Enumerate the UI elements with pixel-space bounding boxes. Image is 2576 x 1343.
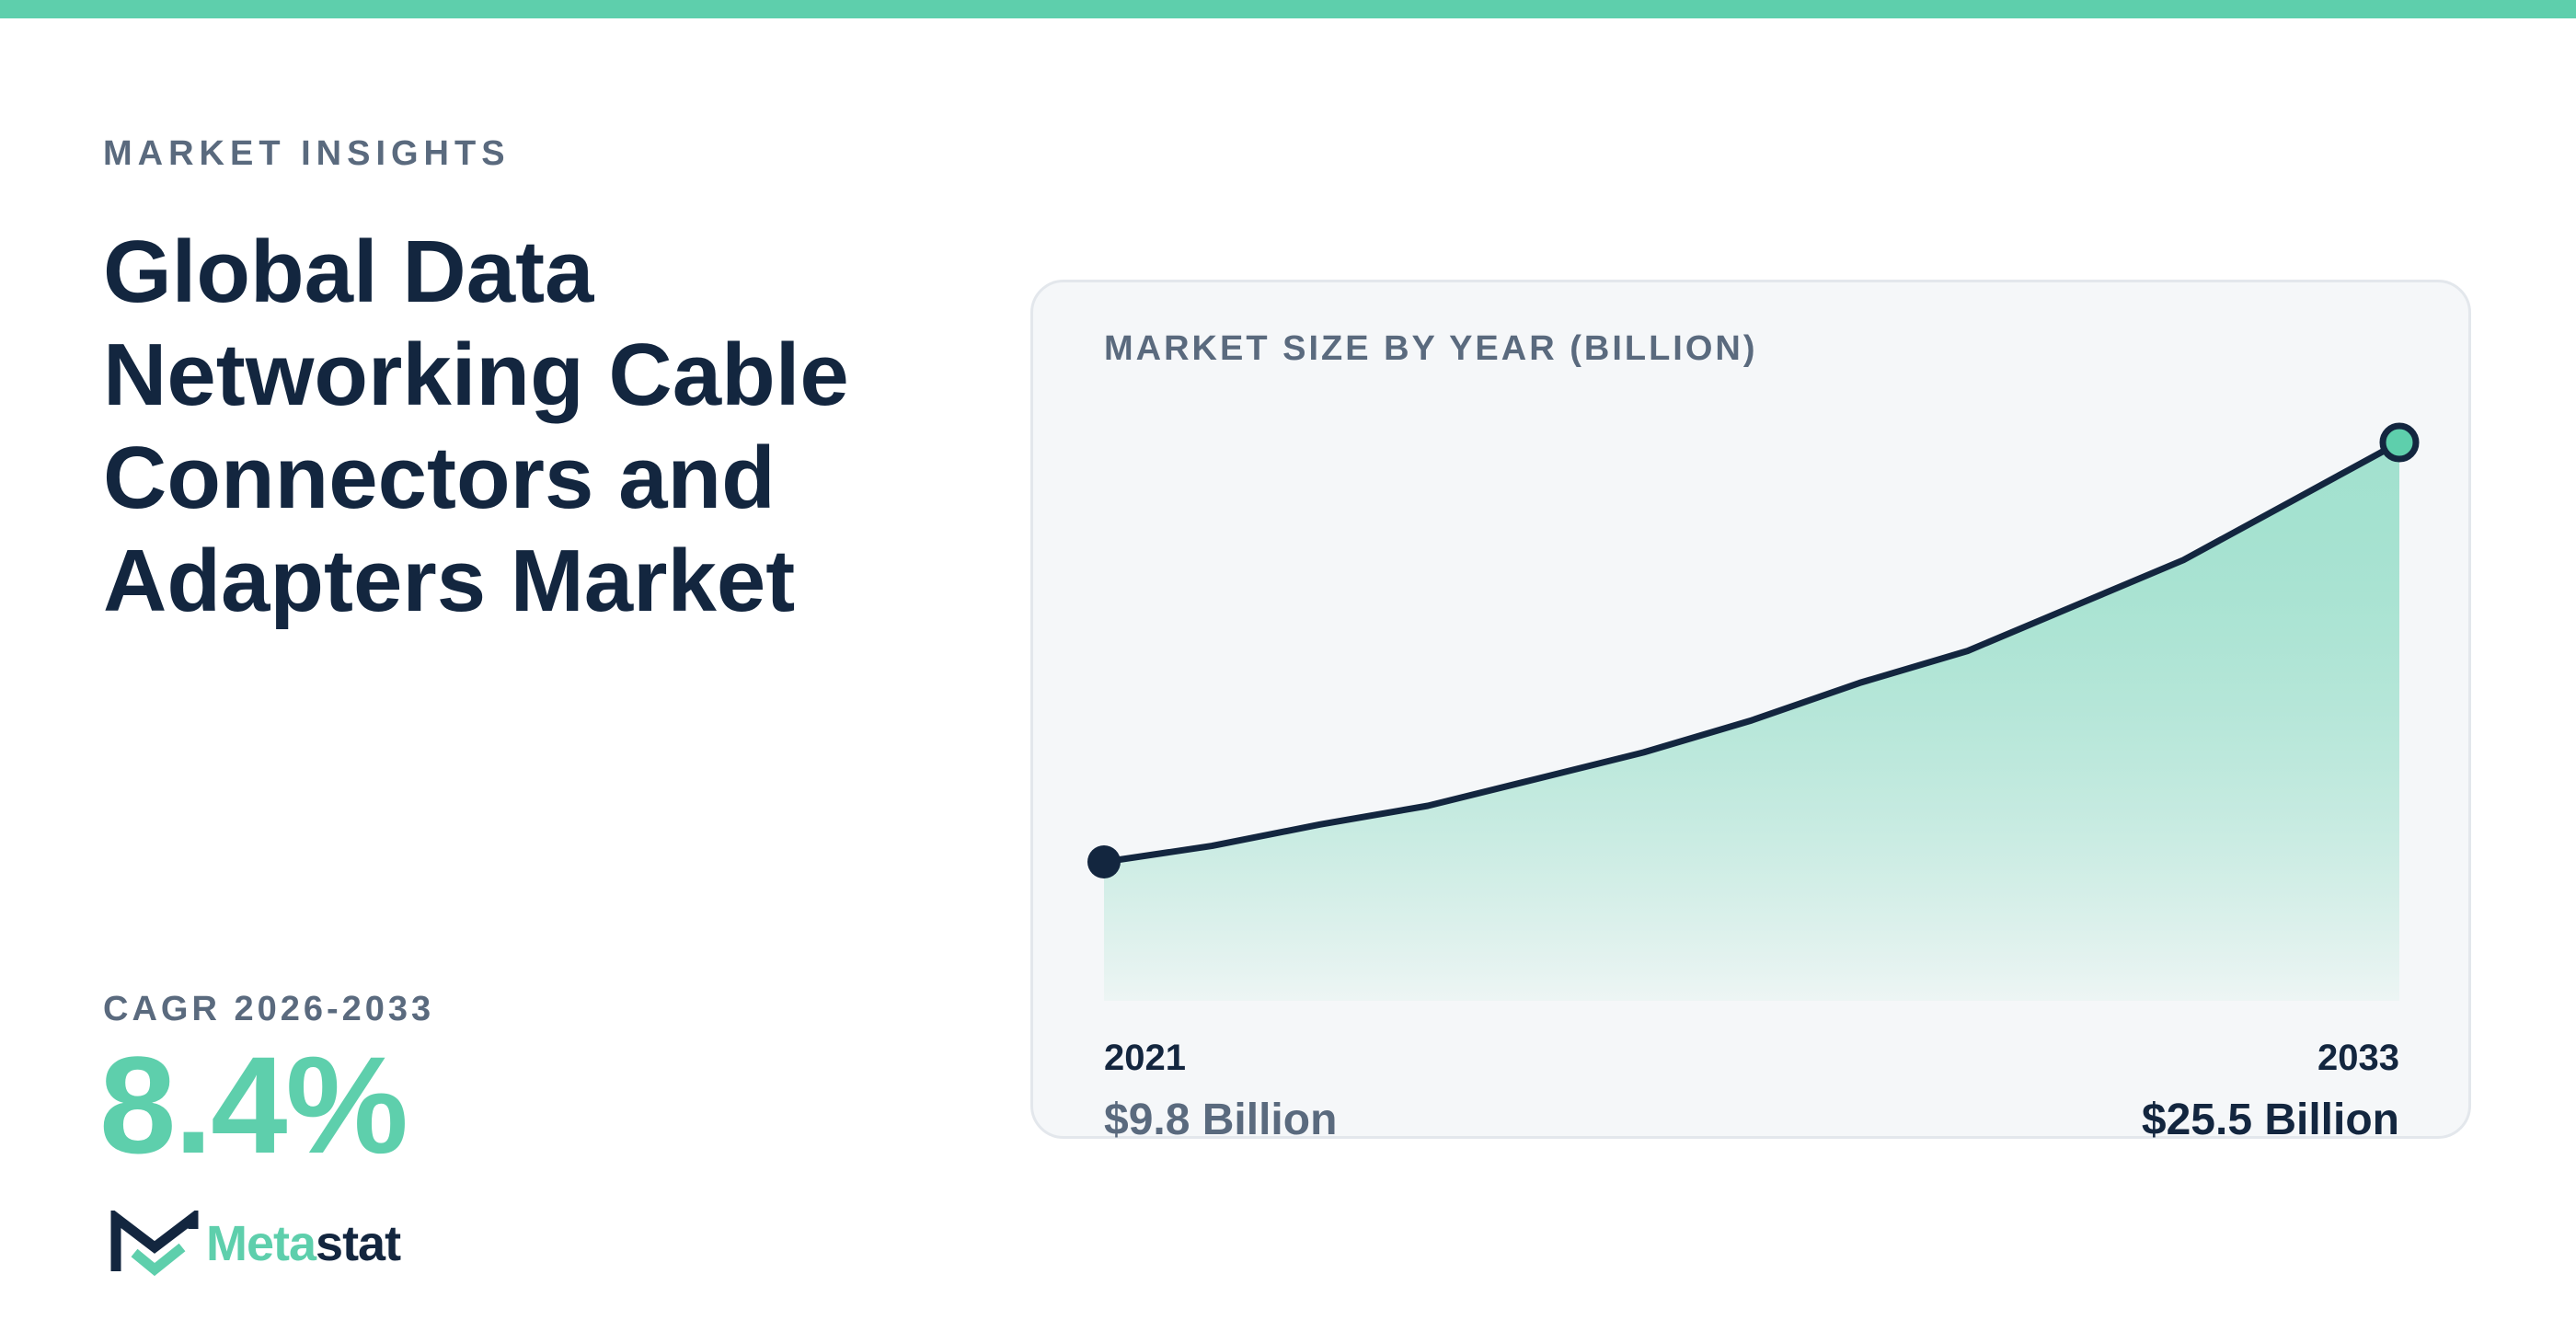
brand-name-part1: Meta — [206, 1216, 316, 1271]
chart-title: MARKET SIZE BY YEAR (BILLION) — [1104, 329, 1758, 368]
start-year-label: 2021 — [1104, 1038, 1186, 1078]
eyebrow-label: MARKET INSIGHTS — [103, 134, 511, 173]
top-accent-bar — [0, 0, 2576, 18]
start-point-marker — [1087, 844, 1121, 878]
page-title: Global Data Networking Cable Connectors … — [103, 223, 849, 630]
end-year-label: 2033 — [2317, 1038, 2399, 1078]
brand-name-part2: stat — [316, 1216, 401, 1271]
brand-wordmark: Metastat — [206, 1215, 401, 1272]
end-point-marker — [2379, 422, 2420, 463]
end-value-label: $25.5 Billion — [2141, 1096, 2399, 1144]
brand-logo: Metastat — [110, 1211, 401, 1277]
cagr-label: CAGR 2026-2033 — [103, 990, 435, 1028]
chart-series-line — [1100, 439, 2403, 866]
metastat-m-logo-icon — [110, 1211, 199, 1277]
start-value-label: $9.8 Billion — [1104, 1096, 1338, 1144]
cagr-value: 8.4% — [99, 1027, 408, 1182]
chart-points — [1087, 422, 2420, 878]
